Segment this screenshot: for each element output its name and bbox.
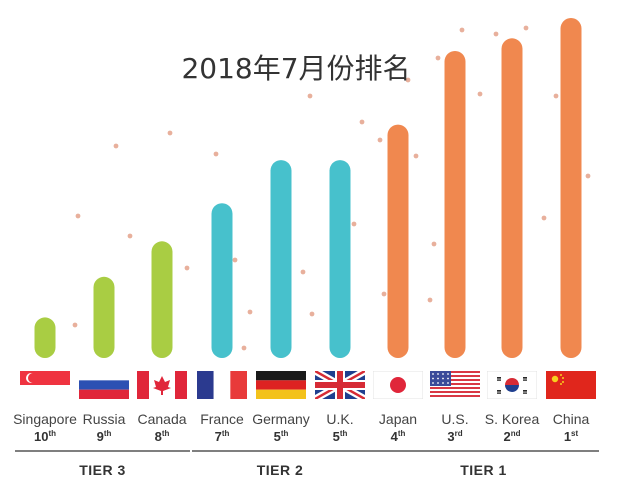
country-label: S. Korea — [485, 411, 540, 427]
france-flag — [197, 371, 247, 399]
tier-groups: TIER 1 TIER 2 TIER 3 — [15, 450, 599, 478]
rank-label: 2nd — [503, 429, 520, 444]
us-flag — [430, 371, 480, 399]
decorative-dot — [413, 153, 419, 159]
rank-label: 9th — [97, 429, 112, 444]
decorative-dot — [459, 27, 465, 33]
chart-title: 2018年7月份排名 — [181, 52, 410, 85]
rank-label: 5th — [333, 429, 348, 444]
bar-china — [560, 18, 582, 358]
bar-u-k — [329, 160, 351, 358]
tier-label: TIER 1 — [460, 462, 507, 478]
country-label: Singapore — [13, 411, 77, 427]
tier-label: TIER 3 — [79, 462, 126, 478]
decorative-dot — [232, 257, 238, 263]
singapore-flag — [20, 371, 70, 399]
decorative-dot — [359, 119, 365, 125]
decorative-dot — [523, 25, 529, 31]
germany-flag — [256, 371, 306, 399]
decorative-dot — [75, 213, 81, 219]
uk-flag — [315, 371, 365, 399]
tier-label: TIER 2 — [257, 462, 304, 478]
decorative-dot — [431, 241, 437, 247]
country-label: Germany — [252, 411, 310, 427]
decorative-dot — [381, 291, 387, 297]
decorative-dot — [309, 311, 315, 317]
bar-u-s — [444, 50, 466, 358]
decorative-dot — [435, 55, 441, 61]
decorative-dot — [427, 297, 433, 303]
bar-russia — [93, 276, 115, 358]
decorative-dot — [113, 143, 119, 149]
country-label: Canada — [137, 411, 186, 427]
decorative-dot — [127, 233, 133, 239]
decorative-dot — [541, 215, 547, 221]
decorative-dot — [307, 93, 313, 99]
bar-canada — [151, 241, 173, 358]
bar-singapore — [34, 317, 56, 358]
decorative-dot — [184, 265, 190, 271]
decorative-dot — [247, 309, 253, 315]
decorative-dot — [493, 31, 499, 37]
country-label: U.S. — [441, 411, 468, 427]
country-label: U.K. — [326, 411, 353, 427]
decorative-dot — [213, 151, 219, 157]
south-korea-flag — [487, 371, 537, 399]
rank-label: 8th — [155, 429, 170, 444]
bar-series — [34, 18, 582, 358]
decorative-dots — [72, 25, 591, 351]
bar-france — [211, 203, 233, 358]
decorative-dot — [553, 93, 559, 99]
rank-label: 10th — [34, 429, 56, 444]
china-flag — [546, 371, 596, 399]
country-label: China — [553, 411, 590, 427]
russia-flag — [79, 371, 129, 399]
rank-label: 4th — [391, 429, 406, 444]
rank-label: 7th — [215, 429, 230, 444]
rank-label: 1st — [564, 429, 579, 444]
country-label: Japan — [379, 411, 417, 427]
country-labels: Singapore 10th Russia 9th Canada 8th France 7th… — [13, 411, 589, 444]
decorative-dot — [405, 77, 411, 83]
bar-s-korea — [501, 38, 523, 358]
country-label: France — [200, 411, 244, 427]
decorative-dot — [167, 130, 173, 136]
decorative-dot — [377, 137, 383, 143]
decorative-dot — [241, 345, 247, 351]
country-label: Russia — [83, 411, 126, 427]
decorative-dot — [351, 221, 357, 227]
decorative-dot — [72, 322, 78, 328]
japan-flag — [373, 371, 423, 399]
decorative-dot — [585, 173, 591, 179]
flag-row — [20, 371, 596, 399]
decorative-dot — [477, 91, 483, 97]
rank-label: 3rd — [447, 429, 462, 444]
decorative-dot — [300, 269, 306, 275]
rank-label: 5th — [274, 429, 289, 444]
canada-flag — [137, 371, 187, 399]
bar-japan — [387, 124, 409, 358]
bar-germany — [270, 160, 292, 358]
